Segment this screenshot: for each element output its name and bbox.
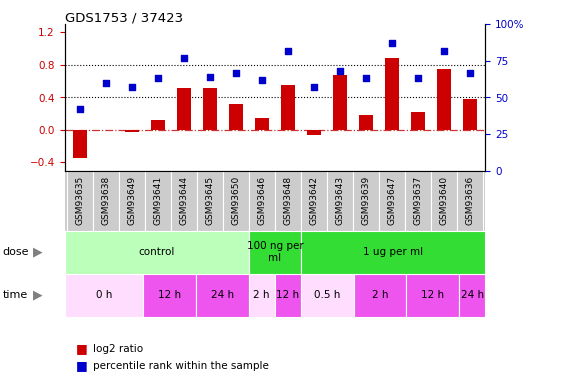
Bar	[462, 99, 477, 130]
Bar	[203, 88, 217, 130]
Text: GSM93648: GSM93648	[283, 176, 292, 225]
Bar	[353, 171, 379, 231]
Bar	[406, 274, 459, 317]
Text: GSM93640: GSM93640	[439, 176, 448, 225]
Bar	[73, 130, 88, 158]
Text: 2 h: 2 h	[372, 290, 388, 300]
Bar	[65, 231, 249, 274]
Text: 12 h: 12 h	[277, 290, 300, 300]
Text: 24 h: 24 h	[211, 290, 234, 300]
Point	[76, 106, 85, 112]
Text: time: time	[3, 290, 28, 300]
Point	[309, 84, 318, 90]
Text: GSM93638: GSM93638	[102, 176, 111, 225]
Point	[439, 48, 448, 54]
Bar	[151, 120, 165, 130]
Point	[180, 55, 188, 61]
Bar	[333, 75, 347, 130]
Bar	[145, 171, 171, 231]
Bar	[249, 231, 301, 274]
Point	[387, 40, 396, 46]
Bar	[431, 171, 457, 231]
Bar	[255, 118, 269, 130]
Bar	[65, 274, 144, 317]
Bar	[275, 274, 301, 317]
Text: GSM93645: GSM93645	[205, 176, 214, 225]
Point	[413, 75, 422, 81]
Bar	[301, 274, 354, 317]
Bar	[404, 171, 431, 231]
Text: 2 h: 2 h	[254, 290, 270, 300]
Text: 12 h: 12 h	[421, 290, 444, 300]
Bar	[275, 171, 301, 231]
Text: GSM93643: GSM93643	[335, 176, 344, 225]
Bar	[177, 88, 191, 130]
Bar	[125, 130, 139, 132]
Point	[257, 77, 266, 83]
Text: 0 h: 0 h	[96, 290, 112, 300]
Bar	[196, 274, 249, 317]
Bar	[354, 274, 406, 317]
Text: GSM93650: GSM93650	[232, 176, 241, 225]
Bar	[249, 171, 275, 231]
Text: control: control	[139, 247, 174, 257]
Bar	[457, 171, 482, 231]
Bar	[144, 274, 196, 317]
Bar	[223, 171, 249, 231]
Text: GSM93647: GSM93647	[387, 176, 396, 225]
Bar	[379, 171, 404, 231]
Text: 1 ug per ml: 1 ug per ml	[363, 247, 424, 257]
Bar	[307, 130, 321, 135]
Point	[102, 80, 111, 86]
Point	[465, 70, 474, 76]
Point	[205, 74, 214, 80]
Text: ■: ■	[76, 342, 88, 355]
Bar	[249, 274, 275, 317]
Text: 100 ng per
ml: 100 ng per ml	[246, 242, 304, 263]
Point	[361, 75, 370, 81]
Text: 12 h: 12 h	[158, 290, 181, 300]
Text: GSM93641: GSM93641	[154, 176, 163, 225]
Point	[127, 84, 136, 90]
Bar	[301, 231, 485, 274]
Bar	[93, 171, 119, 231]
Bar	[119, 171, 145, 231]
Bar	[197, 171, 223, 231]
Point	[232, 70, 241, 76]
Bar	[459, 274, 485, 317]
Text: GSM93635: GSM93635	[76, 176, 85, 225]
Text: GSM93639: GSM93639	[361, 176, 370, 225]
Bar	[229, 104, 243, 130]
Bar	[171, 171, 197, 231]
Text: dose: dose	[3, 247, 29, 257]
Bar	[280, 86, 295, 130]
Text: GSM93649: GSM93649	[127, 176, 136, 225]
Text: ▶: ▶	[33, 246, 42, 259]
Text: GSM93636: GSM93636	[465, 176, 474, 225]
Bar	[358, 116, 373, 130]
Text: GSM93637: GSM93637	[413, 176, 422, 225]
Bar	[411, 112, 425, 130]
Text: log2 ratio: log2 ratio	[93, 344, 142, 354]
Point	[283, 48, 292, 54]
Bar	[67, 171, 93, 231]
Text: GSM93644: GSM93644	[180, 176, 188, 225]
Text: GSM93646: GSM93646	[257, 176, 266, 225]
Point	[154, 75, 163, 81]
Bar	[327, 171, 353, 231]
Point	[335, 68, 344, 74]
Text: ▶: ▶	[33, 289, 42, 302]
Bar	[436, 69, 451, 130]
Bar	[385, 58, 399, 130]
Text: percentile rank within the sample: percentile rank within the sample	[93, 361, 269, 370]
Bar	[301, 171, 327, 231]
Text: 24 h: 24 h	[461, 290, 484, 300]
Text: GDS1753 / 37423: GDS1753 / 37423	[65, 11, 183, 24]
Text: ■: ■	[76, 359, 88, 372]
Text: 0.5 h: 0.5 h	[314, 290, 341, 300]
Text: GSM93642: GSM93642	[309, 176, 318, 225]
